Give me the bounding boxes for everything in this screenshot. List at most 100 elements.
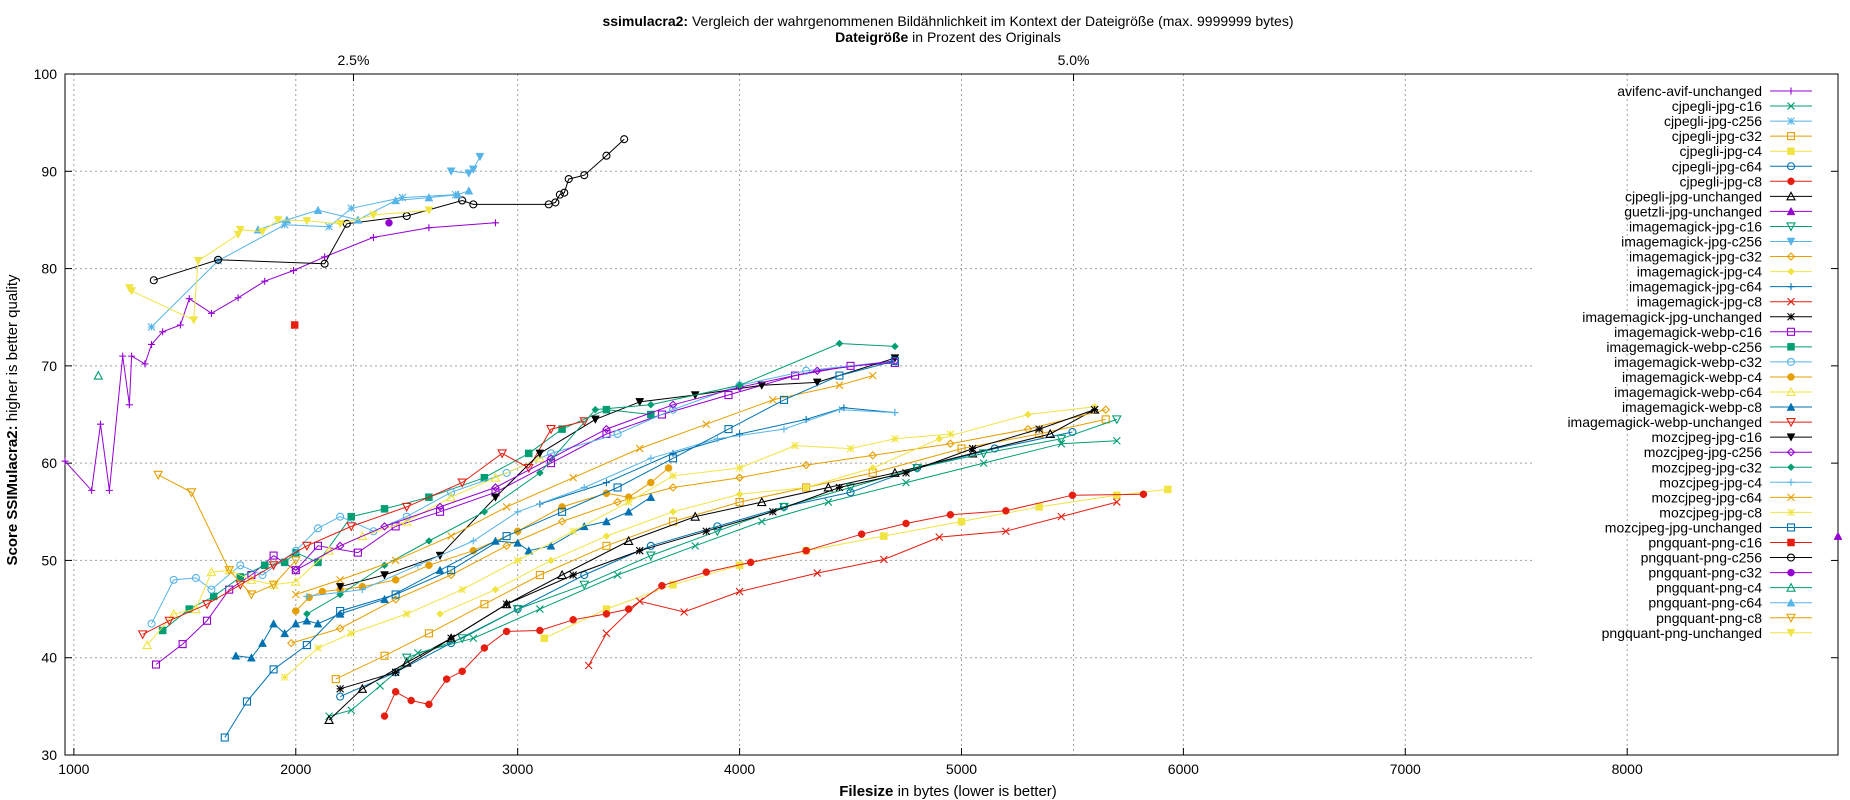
point-imagemagick-webp-c64 (490, 472, 501, 482)
point-pngquant-png-unchanged (235, 225, 245, 235)
legend-marker (1787, 147, 1795, 155)
legend-entry-mozcjpeg-jpg-c256: mozcjpeg-jpg-c256 (1644, 444, 1812, 460)
point-imagemagick-webp-unchanged (546, 425, 556, 435)
legend: avifenc-avif-unchangedcjpegli-jpg-c16cjp… (1567, 83, 1812, 641)
point-cjpegli-jpg-c16 (824, 498, 833, 506)
point-pngquant-png-c64 (453, 190, 463, 199)
legend-entry-pngquant-png-c8: pngquant-png-c8 (1656, 610, 1812, 626)
legend-marker (1786, 191, 1796, 201)
series-mozcjpeg-jpg-c32 (303, 339, 899, 618)
point-imagemagick-jpg-c8 (680, 608, 688, 616)
legend-label: imagemagick-jpg-c32 (1629, 249, 1762, 265)
point-imagemagick-jpg-c8 (584, 661, 593, 670)
series-pngquant-png-c16 (290, 321, 299, 329)
point-mozcjpeg-jpg-c32 (303, 610, 311, 618)
point-cjpegli-jpg-unchanged (401, 657, 412, 667)
point-avifenc-avif-unchanged (159, 328, 167, 336)
point-cjpegli-jpg-unchanged (557, 569, 567, 580)
point-imagemagick-webp-c4 (292, 607, 300, 615)
series-line-imagemagick-webp-c8 (235, 496, 652, 659)
series-pngquant-png-c4 (93, 370, 104, 380)
point-imagemagick-jpg-c32 (735, 473, 744, 483)
point-imagemagick-jpg-c32 (502, 541, 511, 551)
series-imagemagick-jpg-c4 (436, 402, 1099, 618)
chart-title-line2: Dateigröße in Prozent des Originals (835, 29, 1061, 45)
point-cjpegli-jpg-c32 (535, 570, 544, 580)
legend-marker (1786, 418, 1796, 428)
point-mozcjpeg-jpg-c4 (514, 508, 522, 516)
legend-label: imagemagick-webp-unchanged (1567, 414, 1762, 430)
series-line-imagemagick-webp-c256 (162, 409, 651, 631)
legend-entry-imagemagick-webp-c64: imagemagick-webp-c64 (1614, 384, 1812, 400)
series-line-cjpegli-jpg-unchanged (328, 409, 1095, 721)
point-imagemagick-jpg-c4 (935, 434, 944, 443)
point-imagemagick-jpg-c16 (1111, 415, 1122, 425)
legend-label: imagemagick-jpg-c8 (1637, 294, 1762, 310)
point-mozcjpeg-jpg-c8 (669, 471, 677, 480)
point-imagemagick-jpg-c256 (464, 169, 474, 178)
point-cjpegli-jpg-c16 (1112, 436, 1121, 445)
series-mozcjpeg-jpg-unchanged (220, 356, 899, 742)
point-imagemagick-webp-c64 (142, 639, 153, 650)
legend-marker (1786, 162, 1796, 171)
point-imagemagick-jpg-c4 (436, 610, 444, 618)
point-cjpegli-jpg-unchanged (967, 448, 978, 458)
point-cjpegli-jpg-c4 (1035, 503, 1043, 511)
legend-label: pngquant-png-c8 (1656, 610, 1762, 626)
legend-marker (1787, 117, 1795, 125)
point-cjpegli-jpg-c4 (669, 581, 677, 589)
y-tick-label: 60 (41, 455, 57, 471)
point-imagemagick-webp-c4 (425, 561, 433, 570)
y-tick-label: 80 (41, 261, 57, 277)
point-mozcjpeg-jpg-unchanged (835, 371, 844, 380)
point-pngquant-png-c256 (320, 259, 329, 268)
series-line-cjpegli-jpg-c32 (335, 418, 1106, 680)
legend-marker (1787, 283, 1795, 291)
point-mozcjpeg-jpg-c32 (891, 342, 899, 351)
point-avifenc-avif-unchanged (141, 360, 149, 368)
series-line-pngquant-png-unchanged (129, 209, 429, 321)
legend-entry-cjpegli-jpg-c32: cjpegli-jpg-c32 (1672, 128, 1812, 144)
legend-entry-pngquant-png-c4: pngquant-png-c4 (1656, 580, 1812, 596)
point-imagemagick-jpg-c8 (735, 587, 744, 596)
point-mozcjpeg-jpg-c8 (402, 610, 411, 618)
point-imagemagick-webp-c64 (191, 603, 201, 614)
point-imagemagick-jpg-c64 (669, 449, 677, 457)
legend-label: cjpegli-jpg-c16 (1672, 98, 1762, 114)
point-imagemagick-jpg-unchanged (391, 668, 400, 677)
point-mozcjpeg-jpg-c64 (768, 396, 777, 404)
point-avifenc-avif-unchanged (290, 267, 298, 275)
point-pngquant-png-c256 (564, 175, 573, 184)
point-pngquant-png-c256 (551, 198, 560, 207)
point-pngquant-png-unchanged (335, 220, 345, 229)
point-cjpegli-jpg-c8 (946, 510, 955, 519)
legend-marker (1786, 206, 1796, 216)
point-imagemagick-jpg-unchanged (702, 527, 711, 536)
point-imagemagick-jpg-c32 (668, 483, 678, 492)
point-imagemagick-webp-unchanged (346, 522, 357, 532)
point-imagemagick-jpg-c4 (547, 556, 555, 565)
point-imagemagick-jpg-c64 (602, 479, 610, 487)
legend-label: cjpegli-jpg-c32 (1672, 128, 1762, 144)
point-pngquant-png-c256 (149, 276, 158, 285)
legend-marker (1787, 343, 1795, 351)
point-imagemagick-webp-c32 (546, 449, 556, 458)
point-mozcjpeg-jpg-c8 (347, 629, 356, 638)
point-imagemagick-webp-c8 (380, 594, 389, 604)
legend-label: mozcjpeg-jpg-unchanged (1605, 519, 1762, 535)
point-cjpegli-jpg-c64 (713, 522, 722, 531)
legend-entry-cjpegli-jpg-c16: cjpegli-jpg-c16 (1672, 98, 1812, 114)
point-mozcjpeg-jpg-c16 (890, 354, 900, 363)
series-pngquant-png-c64 (253, 186, 474, 234)
point-cjpegli-jpg-c8 (702, 568, 711, 576)
series-mozcjpeg-jpg-c8 (280, 430, 955, 682)
point-imagemagick-jpg-c4 (669, 507, 677, 516)
point-pngquant-png-c8 (224, 566, 235, 576)
series-line-imagemagick-jpg-c16 (406, 418, 1117, 659)
legend-entry-imagemagick-jpg-c4: imagemagick-jpg-c4 (1637, 264, 1812, 280)
point-imagemagick-webp-c32 (236, 561, 245, 570)
point-mozcjpeg-jpg-c256 (602, 424, 611, 434)
legend-entry-guetzli-jpg-unchanged: guetzli-jpg-unchanged (1624, 203, 1812, 219)
point-imagemagick-webp-c16 (269, 551, 278, 560)
series-pngquant-png-unchanged (124, 206, 434, 325)
